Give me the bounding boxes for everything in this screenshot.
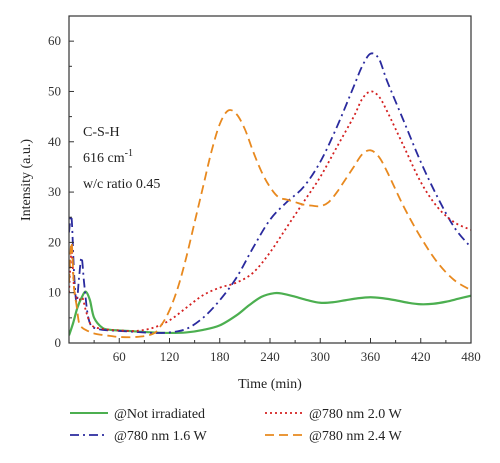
series-line-780-nm-2-0-w xyxy=(69,90,471,332)
annotation-line-2-base: 616 cm xyxy=(83,151,125,166)
x-axis-label: Time (min) xyxy=(238,377,302,392)
y-tick-label: 40 xyxy=(48,134,61,149)
y-tick-label: 30 xyxy=(48,184,61,199)
annotation-line-2-sup: -1 xyxy=(125,148,133,159)
legend-label: @780 nm 1.6 W xyxy=(114,429,208,444)
series-line-780-nm-2-4-w xyxy=(69,109,471,339)
series-layer xyxy=(69,52,471,339)
y-tick-label: 60 xyxy=(48,33,61,48)
x-tick-label: 360 xyxy=(361,349,381,364)
legend-label: @780 nm 2.4 W xyxy=(309,429,403,444)
series-line-780-nm-1-6-w xyxy=(69,52,471,334)
x-tick-label: 240 xyxy=(260,349,280,364)
x-axis: 60 120 180 240 300 360 420 480 xyxy=(93,338,481,364)
x-tick-label: 420 xyxy=(411,349,431,364)
legend-label: @780 nm 2.0 W xyxy=(309,407,403,422)
x-tick-label: 120 xyxy=(160,349,180,364)
annotation-line-3: w/c ratio 0.45 xyxy=(83,177,160,192)
annotation-line-1: C-S-H xyxy=(83,125,120,140)
annotation-line-2: 616 cm-1 xyxy=(83,148,133,166)
y-tick-label: 50 xyxy=(48,83,61,98)
x-tick-label: 180 xyxy=(210,349,230,364)
legend-label: @Not irradiated xyxy=(114,407,205,422)
y-tick-label: 20 xyxy=(48,234,61,249)
y-axis-label: Intensity (a.u.) xyxy=(19,139,34,221)
x-tick-label: 60 xyxy=(113,349,126,364)
y-tick-label: 10 xyxy=(48,285,61,300)
series-line-not-irradiated xyxy=(69,290,471,336)
legend: @Not irradiated @780 nm 2.0 W @780 nm 1.6 … xyxy=(70,407,403,444)
y-axis: 0 10 20 30 40 50 60 xyxy=(48,15,74,350)
y-tick-label: 0 xyxy=(55,335,62,350)
x-tick-label: 300 xyxy=(311,349,331,364)
x-tick-label: 480 xyxy=(461,349,481,364)
